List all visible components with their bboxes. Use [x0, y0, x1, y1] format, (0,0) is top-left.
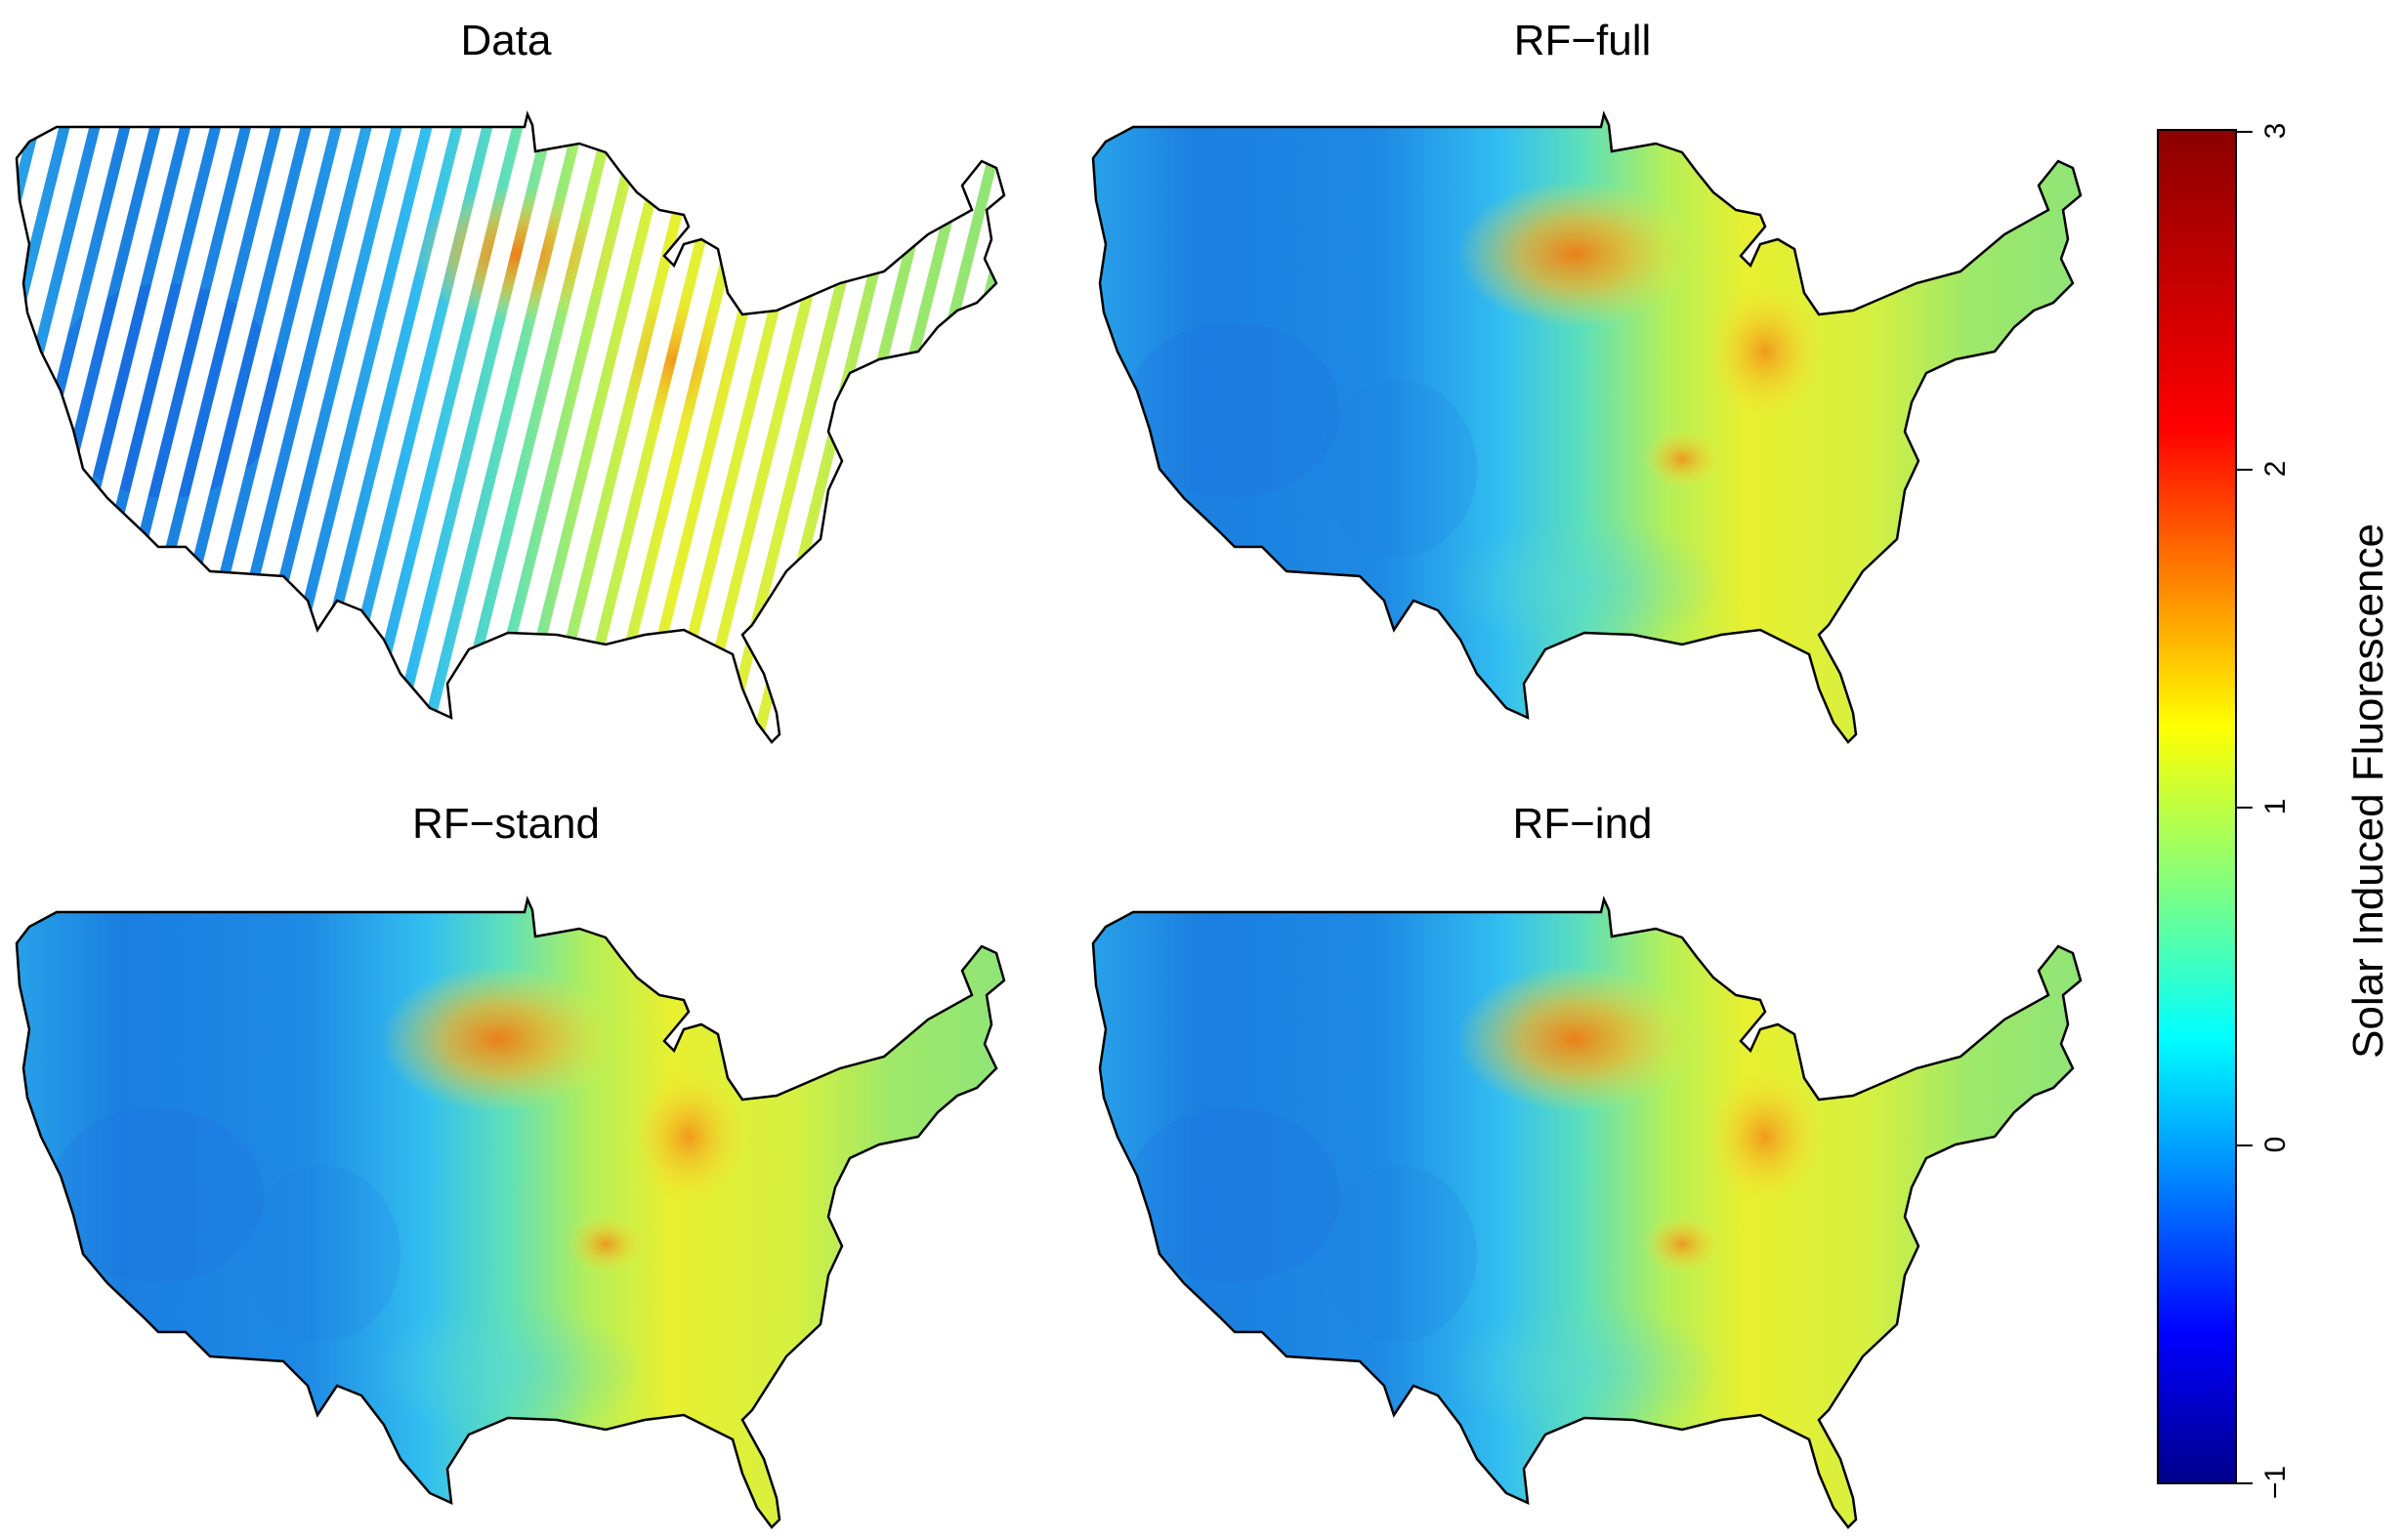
colorbar-tick [2237, 1482, 2253, 1484]
colorbar-tick-label: 3 [2259, 122, 2292, 140]
colorbar-tick-label: −1 [2259, 1465, 2292, 1500]
colorbar-tick [2237, 131, 2253, 133]
colorbar-tick [2237, 807, 2253, 809]
panel-title-rf-stand: RF−stand [412, 800, 600, 848]
colorbar-tick-label: 2 [2259, 460, 2292, 478]
colorbar-title: Solar Induced Fluorescence [2344, 523, 2392, 1059]
map-rf-full [1076, 98, 2092, 762]
colorbar-tick-label: 0 [2259, 1136, 2292, 1153]
panel-title-data: Data [460, 17, 552, 64]
map-data [15, 112, 1006, 744]
colorbar-tick [2237, 469, 2253, 471]
panel-title-rf-ind: RF−ind [1512, 800, 1653, 848]
map-rf-ind [1076, 883, 2092, 1540]
colorbar [2157, 129, 2237, 1484]
colorbar-tick [2237, 1145, 2253, 1146]
panel-title-rf-full: RF−full [1513, 17, 1652, 64]
map-rf-stand [0, 883, 1016, 1540]
colorbar-tick-label: 1 [2259, 798, 2292, 815]
